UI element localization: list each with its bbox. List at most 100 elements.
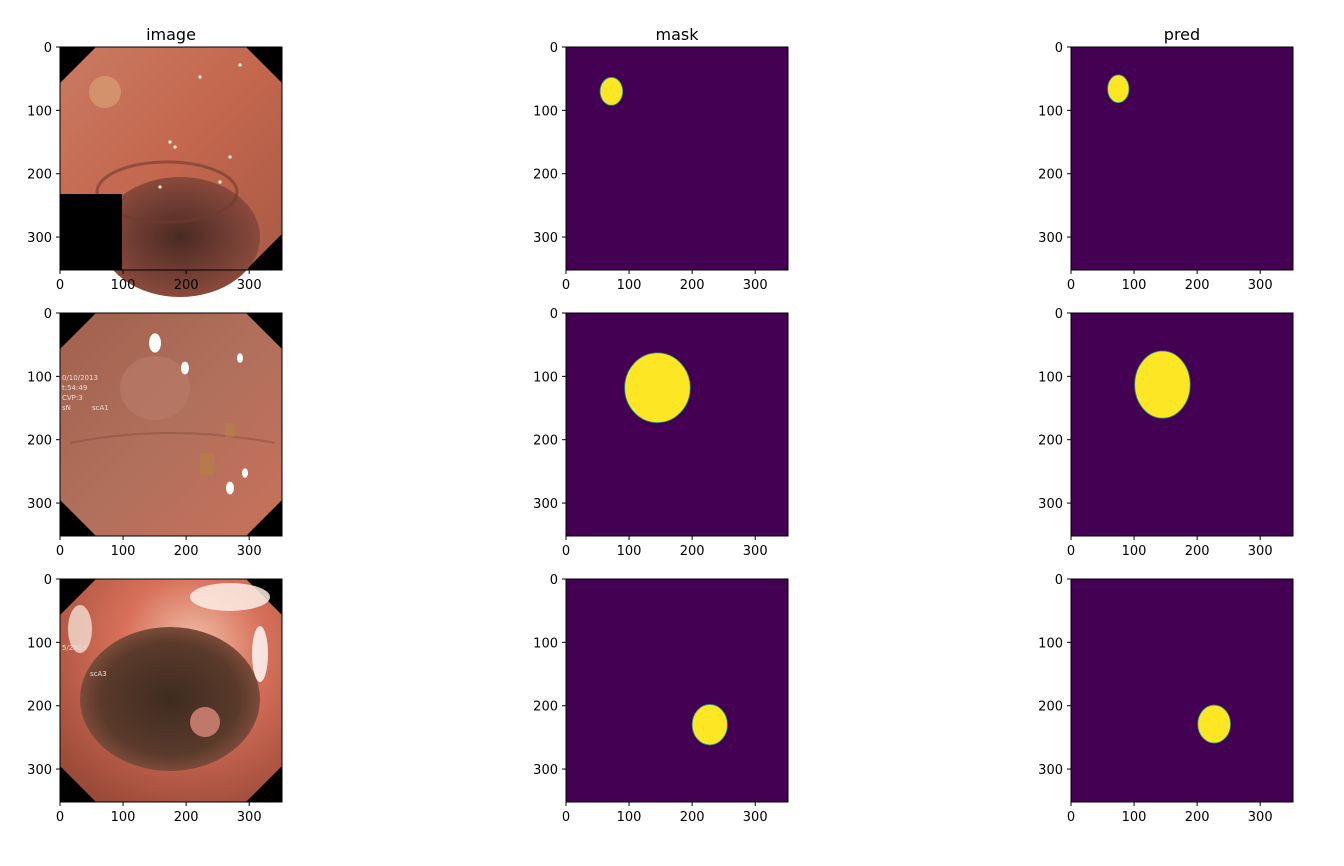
mask-panel-r3: [566, 579, 788, 802]
overlay-text: scA3: [90, 670, 107, 678]
y-tick-label: 0: [550, 307, 558, 322]
x-tick-label: 300: [237, 810, 262, 825]
y-tick-label: 200: [533, 168, 558, 183]
x-tick-label: 200: [1185, 544, 1210, 559]
segmentation-blob: [691, 704, 728, 746]
x-tick-label: 300: [743, 544, 768, 559]
y-tick-label: 200: [27, 700, 52, 715]
axes-r1-c2: 0 0 100 100 200 200 300 300: [533, 41, 789, 293]
specular-highlight: [158, 185, 162, 189]
overlay-text: t:54:49: [62, 384, 87, 392]
specular-highlight: [226, 481, 234, 495]
specular-highlight: [228, 155, 232, 159]
x-tick-label: 100: [1122, 544, 1147, 559]
y-tick-label: 200: [1038, 434, 1063, 449]
y-tick-label: 100: [533, 104, 558, 119]
specular-highlight: [218, 180, 222, 184]
x-tick-label: 100: [617, 544, 642, 559]
y-tick-label: 300: [533, 497, 558, 512]
colonoscopy-image-r1: [60, 47, 282, 297]
segmentation-blob: [599, 77, 624, 106]
lumen: [100, 177, 260, 297]
y-tick-label: 200: [27, 168, 52, 183]
x-tick-label: 200: [1185, 278, 1210, 293]
y-tick-label: 100: [27, 370, 52, 385]
x-tick-label: 100: [111, 810, 136, 825]
y-tick-label: 300: [27, 763, 52, 778]
y-tick-label: 0: [44, 41, 52, 56]
axes-r1-c1: 0 0 100 100 200 200 300 300: [27, 41, 283, 293]
mucosal-fold: [69, 432, 276, 444]
x-tick-label: 0: [56, 278, 64, 293]
axes-frame: [59, 312, 283, 537]
axes-frame: [565, 46, 789, 271]
y-tick-label: 0: [550, 573, 558, 588]
x-tick-label: 100: [111, 544, 136, 559]
overlay-text: 0/10/2013: [62, 374, 98, 382]
black-patch: [60, 194, 122, 270]
axes-frame: [565, 312, 789, 537]
y-tick-label: 100: [1038, 104, 1063, 119]
y-tick-label: 0: [44, 573, 52, 588]
specular-highlight: [168, 140, 172, 144]
y-tick-label: 0: [550, 41, 558, 56]
pred-panel-r1: [1071, 47, 1293, 270]
axes-r3-c3: 0 0 100 100 200 200 300 300: [1038, 573, 1294, 825]
x-tick-label: 100: [1122, 810, 1147, 825]
y-tick-label: 200: [1038, 168, 1063, 183]
lumen: [80, 627, 260, 771]
x-tick-label: 300: [1248, 278, 1273, 293]
x-tick-label: 0: [56, 544, 64, 559]
overlay-text: scA1: [92, 404, 109, 412]
haustral-fold: [95, 160, 239, 224]
x-tick-label: 100: [111, 278, 136, 293]
y-tick-label: 0: [1055, 573, 1063, 588]
x-tick-label: 300: [1248, 544, 1273, 559]
overlay-text: sN: [62, 404, 71, 412]
y-tick-label: 300: [533, 763, 558, 778]
debris: [225, 423, 235, 437]
x-tick-label: 300: [743, 278, 768, 293]
y-tick-label: 300: [1038, 231, 1063, 246]
x-tick-label: 100: [617, 278, 642, 293]
mask-background: [566, 47, 788, 270]
mucosa: [60, 313, 282, 536]
axes-r1-c3: 0 0 100 100 200 200 300 300: [1038, 41, 1294, 293]
debris: [200, 453, 214, 475]
x-tick-label: 200: [680, 810, 705, 825]
y-tick-label: 300: [27, 497, 52, 512]
specular-highlight: [149, 333, 161, 353]
column-title-pred: pred: [1164, 25, 1200, 44]
x-tick-label: 0: [1067, 810, 1075, 825]
y-tick-label: 100: [27, 104, 52, 119]
x-tick-label: 200: [174, 278, 199, 293]
y-tick-label: 200: [533, 434, 558, 449]
x-tick-label: 200: [1185, 810, 1210, 825]
y-tick-label: 200: [533, 700, 558, 715]
polyp: [120, 356, 190, 420]
x-tick-label: 0: [562, 810, 570, 825]
x-tick-label: 200: [174, 544, 199, 559]
y-tick-label: 300: [1038, 497, 1063, 512]
mask-background: [566, 579, 788, 802]
y-tick-label: 200: [1038, 700, 1063, 715]
segmentation-blob: [1197, 704, 1231, 744]
y-tick-label: 300: [1038, 763, 1063, 778]
column-title-image: image: [146, 25, 196, 44]
x-tick-label: 100: [1122, 278, 1147, 293]
y-tick-label: 0: [1055, 41, 1063, 56]
x-tick-label: 0: [562, 544, 570, 559]
specular-highlight: [242, 468, 248, 478]
x-tick-label: 100: [617, 810, 642, 825]
axes-r2-c2: 0 0 100 100 200 200 300 300: [533, 307, 789, 559]
overlay-text: CVP:3: [62, 394, 83, 402]
pred-panel-r2: [1071, 313, 1293, 536]
overlay-text: 5/2013: [62, 644, 87, 652]
axes-r3-c2: 0 0 100 100 200 200 300 300: [533, 573, 789, 825]
y-tick-label: 100: [533, 636, 558, 651]
x-tick-label: 200: [680, 544, 705, 559]
colonoscopy-image-r3: 5/2013 scA3: [60, 579, 282, 802]
specular-highlight: [237, 353, 243, 363]
axes-frame: [565, 578, 789, 803]
